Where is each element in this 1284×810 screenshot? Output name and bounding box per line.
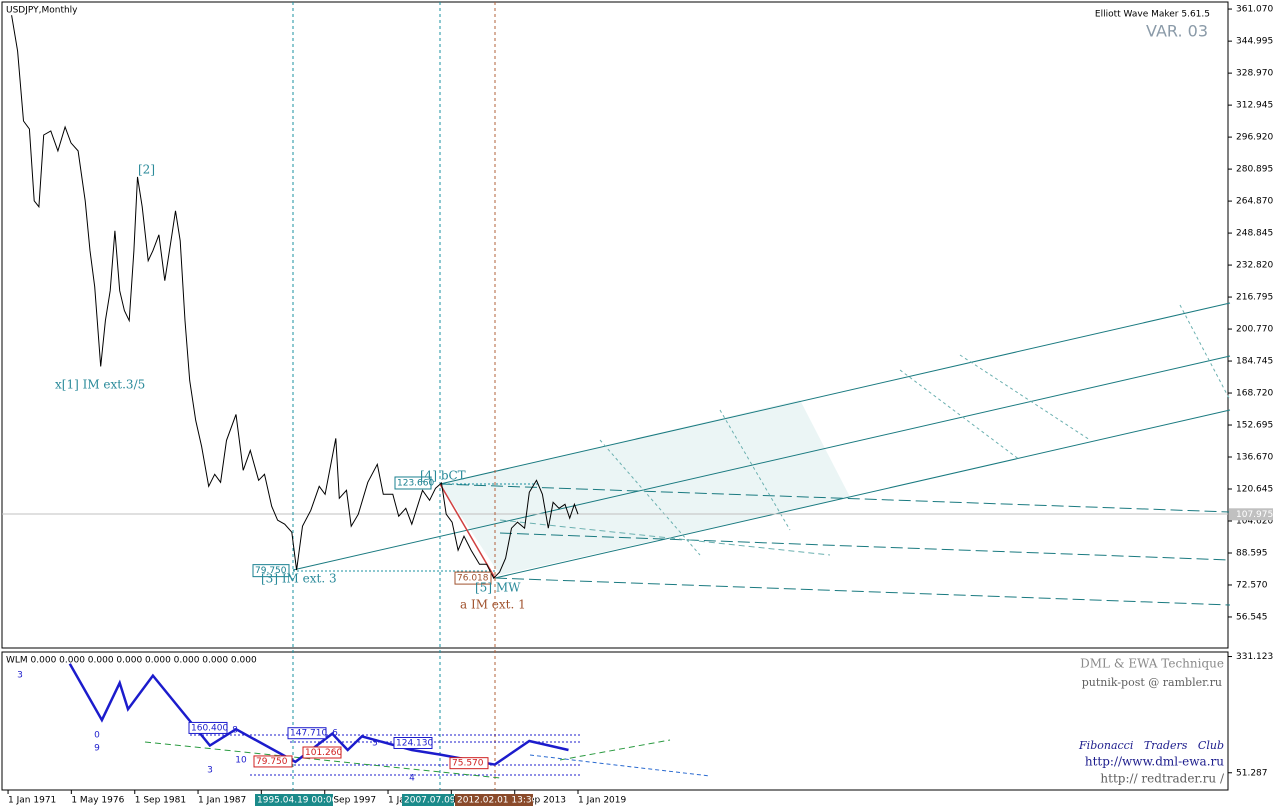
y-tick-label: 296.920	[1236, 133, 1273, 143]
wave-label: 3	[207, 766, 213, 776]
wave-label: 6	[332, 729, 338, 739]
panel-level-box	[302, 746, 342, 759]
panel-trend	[529, 754, 711, 777]
panel-credit: http:// redtrader.ru /	[1100, 772, 1225, 786]
y-tick-label: 344.995	[1236, 37, 1273, 47]
current-price-label: 107.975	[1236, 510, 1273, 520]
y-tick-label: 120.645	[1236, 485, 1273, 495]
chart-title: USDJPY,Monthly	[6, 6, 78, 16]
level-label: 79.750	[255, 566, 287, 576]
y-tick-label: 104.620	[1236, 516, 1273, 526]
y-tick-label: 184.745	[1236, 357, 1273, 367]
y-tick-label: 200.770	[1236, 325, 1273, 335]
y-tick-label: 88.595	[1236, 548, 1268, 558]
wave-label: 3	[17, 671, 23, 681]
x-tick-label: 1 Jan 1971	[8, 796, 56, 806]
y-tick-label: 280.895	[1236, 165, 1273, 175]
wave-label: 9	[94, 744, 100, 754]
y-tick-label: 168.720	[1236, 389, 1273, 399]
wave-label: 4	[409, 774, 415, 784]
date-marker-box	[402, 794, 454, 806]
y-tick-label: 232.820	[1236, 261, 1273, 271]
wave-label: 8	[232, 726, 238, 736]
panel-level-label: 79.750	[256, 757, 288, 767]
x-tick-label: 1 May 1976	[71, 796, 124, 806]
y-tick-label: 72.570	[1236, 580, 1268, 590]
panel-level-label: 147.710	[290, 729, 327, 739]
panel-credit: DML & EWA Technique	[1080, 657, 1224, 671]
panel-level-box	[449, 757, 489, 770]
date-marker-label: 2007.07.09 00:00	[404, 796, 485, 806]
wave-annotation: [2]	[138, 163, 155, 177]
level-box	[454, 571, 492, 585]
date-marker-label: 1995.04.19 00:00	[257, 796, 338, 806]
panel-level-label: 75.570	[452, 759, 484, 769]
wave-annotation: [4] bCT	[420, 469, 466, 483]
fib-zone	[440, 400, 850, 575]
y-tick-label: 328.970	[1236, 69, 1273, 79]
main-frame	[1, 1, 1229, 649]
y-tick-label: 216.795	[1236, 293, 1273, 303]
level-label: 123.660	[397, 478, 434, 488]
wave-annotation: [5] MW	[475, 581, 521, 595]
chart-title: WLM 0.000 0.000 0.000 0.000 0.000 0.000 …	[6, 656, 257, 666]
panel-level-label: 101.260	[305, 748, 342, 758]
level-box	[394, 476, 432, 490]
y-tick-label: 152.695	[1236, 421, 1273, 431]
panel-level-box	[393, 737, 433, 750]
channel	[292, 302, 1231, 606]
panel-level-label: 160.400	[191, 723, 228, 733]
level-box	[252, 564, 290, 578]
panel-credit: Fibonacci Traders Club	[1078, 739, 1224, 752]
x-tick-label: 1 Sep 1981	[135, 796, 186, 806]
panel-level-box	[253, 755, 293, 768]
y-tick-label: 248.845	[1236, 229, 1273, 239]
x-tick-label: 1 Jan 1987	[198, 796, 246, 806]
wave-line	[439, 483, 496, 579]
current-price-box	[1229, 508, 1273, 521]
panel-level-label: 124.130	[396, 739, 433, 749]
date-marker-box	[255, 794, 333, 806]
panel-level-box	[287, 727, 327, 740]
wave-label: 0	[94, 731, 100, 741]
wave-label: 10	[235, 756, 247, 766]
level-label: 76.018	[457, 574, 489, 584]
wave-annotation: a IM ext. 1	[460, 598, 526, 612]
y-tick-label: 51.287	[1236, 768, 1268, 778]
y-tick-label: 312.945	[1236, 101, 1273, 111]
x-tick-label: 1 Jan 2019	[578, 796, 626, 806]
wave-label: 5	[372, 739, 378, 749]
y-tick-label: 361.070	[1236, 5, 1273, 15]
panel-trend	[559, 739, 671, 761]
date-marker-box	[455, 794, 533, 806]
y-tick-label: 56.545	[1236, 612, 1268, 622]
panel-frame	[1, 651, 1229, 791]
x-tick-label: 1 Sep 1997	[325, 796, 376, 806]
panel-credit: putnik-post @ rambler.ru	[1082, 676, 1222, 689]
y-tick-label: 136.670	[1236, 453, 1273, 463]
date-marker-label: 2012.02.01 13:36	[457, 796, 538, 806]
wave-annotation: [3] IM ext. 3	[261, 572, 337, 586]
x-tick-label: 1 Sep 2013	[515, 796, 566, 806]
wave-annotation: x[1] IM ext.3/5	[55, 378, 145, 392]
panel-level-box	[188, 721, 228, 734]
subtitle: Elliott Wave Maker 5.61.5	[1095, 10, 1210, 20]
y-tick-label: 331.123	[1236, 652, 1273, 662]
y-tick-label: 264.870	[1236, 197, 1273, 207]
variant: VAR. 03	[1146, 22, 1208, 41]
panel-credit: http://www.dml-ewa.ru	[1085, 755, 1224, 769]
